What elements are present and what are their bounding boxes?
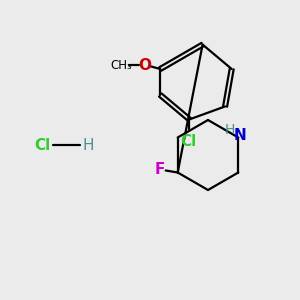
Text: H: H xyxy=(82,137,94,152)
Text: Cl: Cl xyxy=(180,134,196,149)
Text: Cl: Cl xyxy=(34,137,50,152)
Text: F: F xyxy=(154,162,165,177)
Text: CH₃: CH₃ xyxy=(110,58,132,71)
Text: H: H xyxy=(225,122,236,136)
Text: N: N xyxy=(234,128,247,143)
Text: O: O xyxy=(138,58,151,73)
